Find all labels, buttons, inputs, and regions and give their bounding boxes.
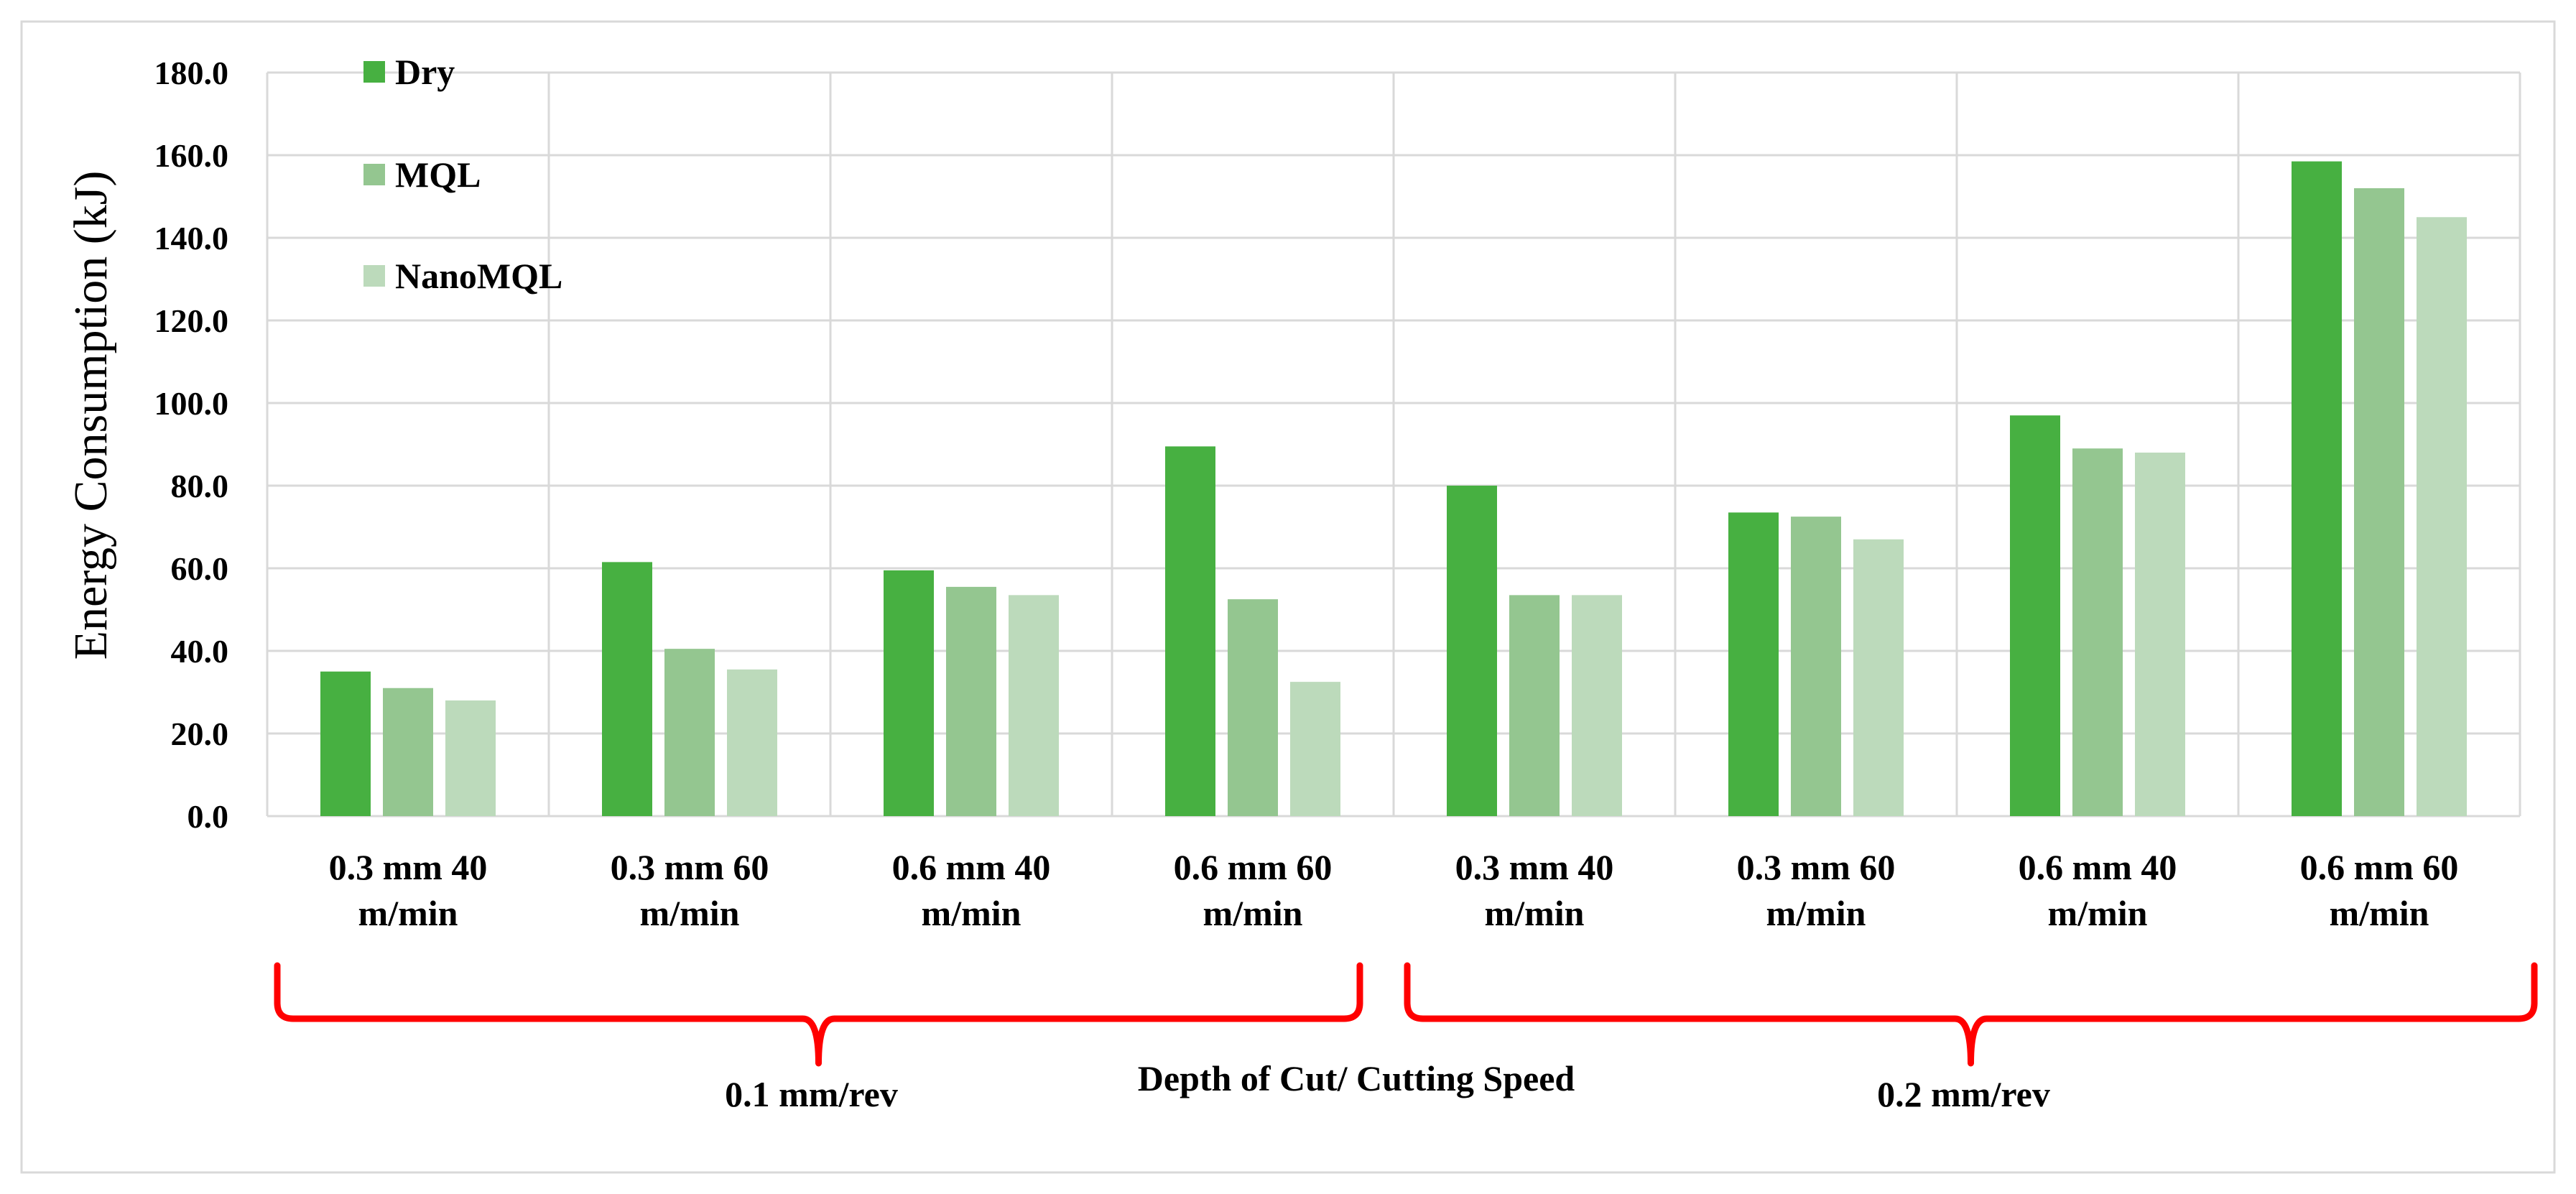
bar-dry-8: [2292, 161, 2342, 816]
group-braces: 0.1 mm/rev 0.2 mm/rev: [274, 962, 2538, 1114]
bar-nanomql-1: [445, 700, 496, 816]
chart-border: [20, 20, 2556, 1174]
bar-nanomql-7: [2135, 453, 2185, 816]
bar-dry-6: [1728, 512, 1779, 816]
x-category-label-line: 0.3 mm 60: [1737, 847, 1896, 887]
bar-mql-8: [2354, 188, 2404, 816]
y-tick-label: 120.0: [154, 302, 229, 339]
bar-nanomql-8: [2417, 217, 2467, 816]
x-category-label: 0.3 mm 60 m/min: [611, 847, 769, 933]
bar-nanomql-4: [1290, 682, 1340, 816]
x-category-label: 0.3 mm 40 m/min: [1455, 847, 1614, 933]
x-category-label-line: m/min: [922, 893, 1021, 933]
x-category-label: 0.6 mm 40 m/min: [892, 847, 1051, 933]
x-category-label-line: m/min: [358, 893, 458, 933]
bar-nanomql-5: [1572, 595, 1622, 816]
group-brace-2: [1404, 962, 2538, 1067]
x-category-label-line: 0.6 mm 60: [2300, 847, 2459, 887]
x-category-label: 0.6 mm 60 m/min: [1174, 847, 1333, 933]
legend-swatch-mql: [363, 164, 385, 185]
y-axis-label: Energy Consumption (kJ): [65, 171, 117, 660]
y-tick-label: 60.0: [171, 550, 229, 587]
x-category-label: 0.6 mm 60 m/min: [2300, 847, 2459, 933]
legend-swatch-nanomql: [363, 265, 385, 287]
x-category-label-line: m/min: [640, 893, 740, 933]
bar-dry-4: [1165, 446, 1215, 816]
bar-nanomql-3: [1009, 595, 1059, 816]
bar-mql-1: [383, 688, 433, 816]
bar-nanomql-2: [727, 669, 777, 816]
group-brace-1: [274, 962, 1363, 1067]
x-category-label: 0.6 mm 40 m/min: [2019, 847, 2177, 933]
y-tick-label: 180.0: [154, 55, 229, 91]
y-tick-label: 100.0: [154, 385, 229, 422]
x-category-label-line: 0.3 mm 60: [611, 847, 769, 887]
x-category-label-line: 0.3 mm 40: [1455, 847, 1614, 887]
bar-mql-4: [1228, 599, 1278, 816]
bar-mql-7: [2072, 448, 2123, 816]
y-tick-label: 0.0: [187, 798, 229, 835]
bar-dry-3: [884, 570, 934, 816]
x-category-label-line: m/min: [1485, 893, 1585, 933]
y-tick-label: 80.0: [171, 468, 229, 504]
bar-nanomql-6: [1853, 539, 1904, 816]
group-label-1: 0.1 mm/rev: [725, 1074, 898, 1114]
x-category-label-line: 0.6 mm 40: [2019, 847, 2177, 887]
bar-mql-3: [946, 586, 996, 816]
bar-dry-1: [320, 671, 371, 816]
x-category-labels: 0.3 mm 40 m/min 0.3 mm 60 m/min 0.6 mm 40 m/m…: [329, 847, 2459, 933]
x-category-label: 0.3 mm 60 m/min: [1737, 847, 1896, 933]
y-tick-label: 160.0: [154, 137, 229, 174]
x-category-label-line: 0.3 mm 40: [329, 847, 488, 887]
bars-layer: [320, 161, 2467, 816]
bar-dry-2: [602, 562, 652, 816]
x-category-label-line: 0.6 mm 60: [1174, 847, 1333, 887]
bar-dry-5: [1447, 486, 1497, 816]
x-category-label-line: m/min: [2330, 893, 2429, 933]
legend-label-dry: Dry: [395, 52, 455, 92]
bar-mql-6: [1791, 517, 1841, 816]
y-tick-label: 140.0: [154, 220, 229, 256]
x-axis-label: Depth of Cut/ Cutting Speed: [1138, 1058, 1575, 1098]
legend-label-mql: MQL: [395, 154, 481, 195]
x-category-label-line: 0.6 mm 40: [892, 847, 1051, 887]
y-tick-labels: 0.0 20.0 40.0 60.0 80.0 100.0 120.0 140.0 160.0 1…: [154, 55, 229, 835]
y-tick-label: 40.0: [171, 633, 229, 670]
group-label-2: 0.2 mm/rev: [1877, 1074, 2050, 1114]
legend-swatch-dry: [363, 61, 385, 83]
bar-mql-2: [664, 649, 715, 816]
x-category-label-line: m/min: [1203, 893, 1303, 933]
x-category-label-line: m/min: [1766, 893, 1866, 933]
legend-label-nanomql: NanoMQL: [395, 256, 562, 296]
legend: Dry MQL NanoMQL: [363, 52, 562, 296]
bar-mql-5: [1509, 595, 1560, 816]
y-tick-label: 20.0: [171, 716, 229, 752]
bar-dry-7: [2010, 415, 2060, 816]
x-category-label: 0.3 mm 40 m/min: [329, 847, 488, 933]
x-category-label-line: m/min: [2048, 893, 2148, 933]
